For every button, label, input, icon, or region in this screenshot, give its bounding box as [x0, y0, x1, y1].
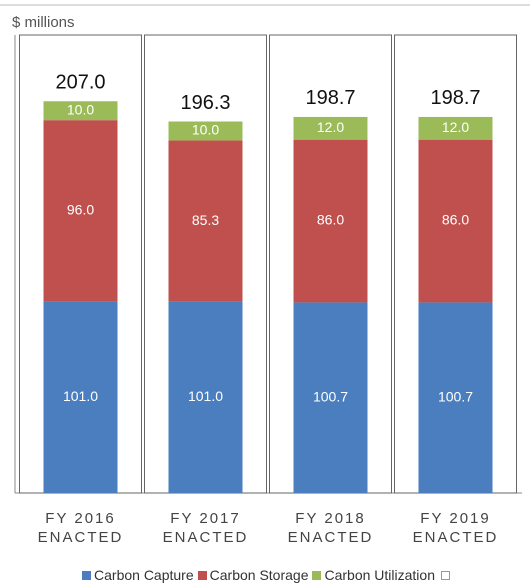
- data-label: 101.0: [188, 388, 223, 404]
- bar-segment: [168, 140, 243, 302]
- total-label: 198.7: [305, 87, 355, 109]
- bar-segment: [293, 139, 368, 303]
- x-tick-label: FY 2019 ENACTED: [412, 510, 499, 546]
- bar-segment: [418, 139, 493, 303]
- bar-segment: [168, 301, 243, 493]
- data-label: 101.0: [63, 388, 98, 404]
- legend-empty-swatch: [440, 571, 450, 580]
- legend-item: Carbon Capture: [82, 567, 194, 583]
- data-label: 12.0: [442, 119, 469, 135]
- x-tick-label: FY 2017 ENACTED: [162, 510, 249, 546]
- legend-item: Carbon Storage: [197, 567, 309, 583]
- bar-segment: [293, 116, 368, 140]
- bar-segment: [168, 121, 243, 141]
- data-label: 86.0: [442, 212, 469, 228]
- data-label: 100.7: [313, 388, 348, 404]
- data-label: 12.0: [317, 119, 344, 135]
- legend-item: Carbon Utilization: [312, 567, 435, 583]
- data-label: 96.0: [67, 202, 94, 218]
- bar-segment: [43, 120, 118, 302]
- y-label: $ millions: [12, 14, 75, 31]
- data-label: 85.3: [192, 212, 219, 228]
- legend-text: Carbon Utilization: [324, 567, 435, 583]
- data-label: 10.0: [67, 101, 94, 117]
- legend-swatch: [197, 571, 207, 580]
- legend-text: Carbon Capture: [94, 567, 194, 583]
- legend: Carbon Capture Carbon Storage Carbon Utili…: [0, 567, 530, 583]
- total-label: 198.7: [430, 87, 480, 109]
- bar-segment: [418, 302, 493, 493]
- legend-swatch: [312, 571, 322, 580]
- bar-segment: [418, 116, 493, 140]
- bar-segment: [43, 301, 118, 493]
- legend-text: Carbon Storage: [209, 567, 309, 583]
- legend-swatch: [82, 571, 92, 580]
- data-label: 86.0: [317, 212, 344, 228]
- total-label: 207.0: [55, 72, 105, 94]
- x-tick-label: FY 2016 ENACTED: [37, 510, 124, 546]
- data-label: 100.7: [438, 388, 473, 404]
- bar-segment: [43, 101, 118, 121]
- total-label: 196.3: [180, 92, 230, 114]
- data-label: 10.0: [192, 122, 219, 138]
- x-tick-label: FY 2018 ENACTED: [287, 510, 374, 546]
- bar-segment: [293, 302, 368, 493]
